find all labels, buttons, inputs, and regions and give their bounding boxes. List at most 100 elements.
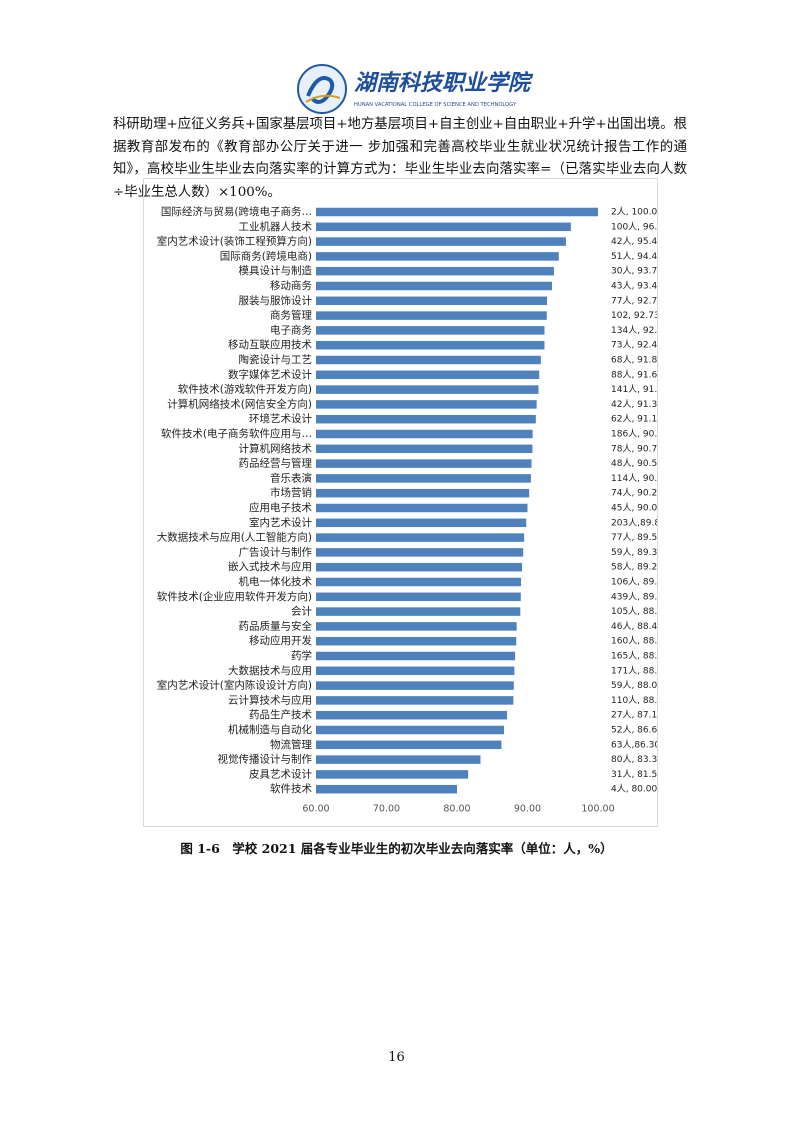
bar xyxy=(316,784,457,794)
bar xyxy=(316,548,524,557)
value-label: 77人, 92.77 xyxy=(611,295,657,306)
x-tick-label: 70.00 xyxy=(373,804,400,815)
category-label: 模具设计与制造 xyxy=(239,264,313,277)
x-tick-label: 80.00 xyxy=(443,804,470,815)
category-label: 大数据技术与应用 xyxy=(228,664,312,677)
category-label: 服装与服饰设计 xyxy=(239,294,313,307)
value-label: 114人, 90.48 xyxy=(611,473,657,484)
category-label: 软件技术(企业应用软件开发方向) xyxy=(157,590,312,603)
category-label: 数字媒体艺术设计 xyxy=(228,368,312,381)
figure-caption: 图 1-6 学校 2021 届各专业毕业生的初次毕业去向落实率（单位：人，%） xyxy=(180,841,613,856)
category-label: 广告设计与制作 xyxy=(239,545,313,558)
bar xyxy=(316,444,533,454)
category-label: 药品生产技术 xyxy=(249,708,312,721)
value-label: 31人, 81.58 xyxy=(611,769,657,780)
value-label: 46人, 88.46 xyxy=(611,621,657,632)
logo-area: 湖南科技职业学院 HUNAN VACATIONAL COLLEGE OF SCI… xyxy=(297,64,534,114)
value-label: 62人, 91.18 xyxy=(611,414,657,425)
bar xyxy=(316,340,545,350)
bar xyxy=(316,666,515,676)
value-label: 141人, 91.56 xyxy=(611,384,657,395)
value-label: 2人, 100.00 xyxy=(611,207,657,218)
category-label: 云计算技术与应用 xyxy=(228,693,312,706)
value-label: 439人, 89.05 xyxy=(611,591,657,602)
school-name-en: HUNAN VACATIONAL COLLEGE OF SCIENCE AND … xyxy=(354,102,517,108)
chart: 60.00 70.00 80.00 90.00 100.00 国际经济与贸易(跨境电子商务… xyxy=(157,205,669,815)
bar xyxy=(316,385,539,394)
bar xyxy=(316,400,537,409)
chart-frame: 60.00 70.00 80.00 90.00 100.00 国际经济与贸易(跨境电子商务… xyxy=(143,178,669,827)
bar xyxy=(316,725,505,735)
category-label: 移动互联应用技术 xyxy=(228,338,312,351)
category-label: 环境艺术设计 xyxy=(249,412,312,425)
logo-mark xyxy=(306,76,335,104)
logo xyxy=(297,64,347,114)
category-label: 嵌入式技术与应用 xyxy=(228,560,312,573)
category-label: 音乐表演 xyxy=(270,471,312,484)
value-label: 30人, 93.75 xyxy=(611,266,657,277)
bar xyxy=(316,488,530,498)
value-label: 4人, 80.00 xyxy=(611,784,657,795)
bar xyxy=(316,459,532,468)
bar xyxy=(316,518,527,528)
value-label: 43人, 93.48 xyxy=(611,281,657,292)
bar xyxy=(316,474,531,483)
category-label: 电子商务 xyxy=(270,323,312,336)
value-label: 59人, 88.06 xyxy=(611,680,657,691)
header: 湖南科技职业学院 HUNAN VACATIONAL COLLEGE OF SCI… xyxy=(296,62,546,116)
bar xyxy=(316,577,522,587)
category-label: 药学 xyxy=(291,649,312,662)
bar xyxy=(316,710,508,720)
category-label: 药品经营与管理 xyxy=(239,457,313,470)
value-label: 42人, 95.45 xyxy=(611,236,657,247)
bar xyxy=(316,281,553,291)
value-label: 78人, 90.70 xyxy=(611,443,657,454)
bar xyxy=(316,414,536,424)
value-label: 105人, 88.98 xyxy=(611,606,657,617)
category-label: 国际商务(跨境电商) xyxy=(220,249,312,262)
category-label: 软件技术(电子商务软件应用与… xyxy=(161,427,312,440)
value-label: 80人, 83.33 xyxy=(611,754,657,765)
bar xyxy=(316,296,548,306)
x-tick-label: 90.00 xyxy=(514,804,541,815)
bar xyxy=(316,696,514,705)
value-label: 48人, 90.57 xyxy=(611,458,657,469)
category-label: 药品质量与安全 xyxy=(239,619,313,632)
bar xyxy=(316,252,559,261)
bar xyxy=(316,207,598,217)
value-label: 88人, 91.67 xyxy=(611,369,657,380)
value-label: 77人, 89.53 xyxy=(611,532,657,543)
bar xyxy=(316,770,469,779)
value-label: 45人, 90.00 xyxy=(611,503,657,514)
value-label: 52人, 86.67 xyxy=(611,725,657,736)
category-label: 陶瓷设计与工艺 xyxy=(239,353,313,366)
bar xyxy=(316,562,523,572)
category-label: 视觉传播设计与制作 xyxy=(218,753,313,766)
value-label: 100人, 96.15 xyxy=(611,221,657,232)
category-label: 计算机网络技术(网信安全方向) xyxy=(167,397,312,410)
value-label: 186人, 90.73 xyxy=(611,429,657,440)
value-label: 203人,89.82 xyxy=(611,517,657,528)
bar xyxy=(316,326,545,335)
logo-mark xyxy=(305,94,341,103)
value-label: 27人, 87.10 xyxy=(611,710,657,721)
category-label: 软件技术 xyxy=(270,782,312,795)
bar xyxy=(316,311,547,320)
category-label: 市场营销 xyxy=(270,486,312,499)
value-label: 110人, 88.00 xyxy=(611,695,657,706)
bar xyxy=(316,503,528,513)
bar xyxy=(316,681,514,690)
value-label: 73人, 92.41 xyxy=(611,340,657,351)
value-label: 160人, 88.40 xyxy=(611,636,657,647)
category-label: 皮具艺术设计 xyxy=(249,767,312,780)
value-label: 134人, 92.41 xyxy=(611,325,657,336)
category-label: 物流管理 xyxy=(270,738,312,751)
value-label: 42人, 91.30 xyxy=(611,399,657,410)
x-tick-label: 100.00 xyxy=(581,804,614,815)
category-label: 机电一体化技术 xyxy=(239,575,313,588)
bar xyxy=(316,622,517,631)
bar xyxy=(316,237,566,246)
category-label: 应用电子技术 xyxy=(249,501,312,514)
category-label: 大数据技术与应用(人工智能方向) xyxy=(157,531,312,544)
value-label: 58人, 89.23 xyxy=(611,562,657,573)
